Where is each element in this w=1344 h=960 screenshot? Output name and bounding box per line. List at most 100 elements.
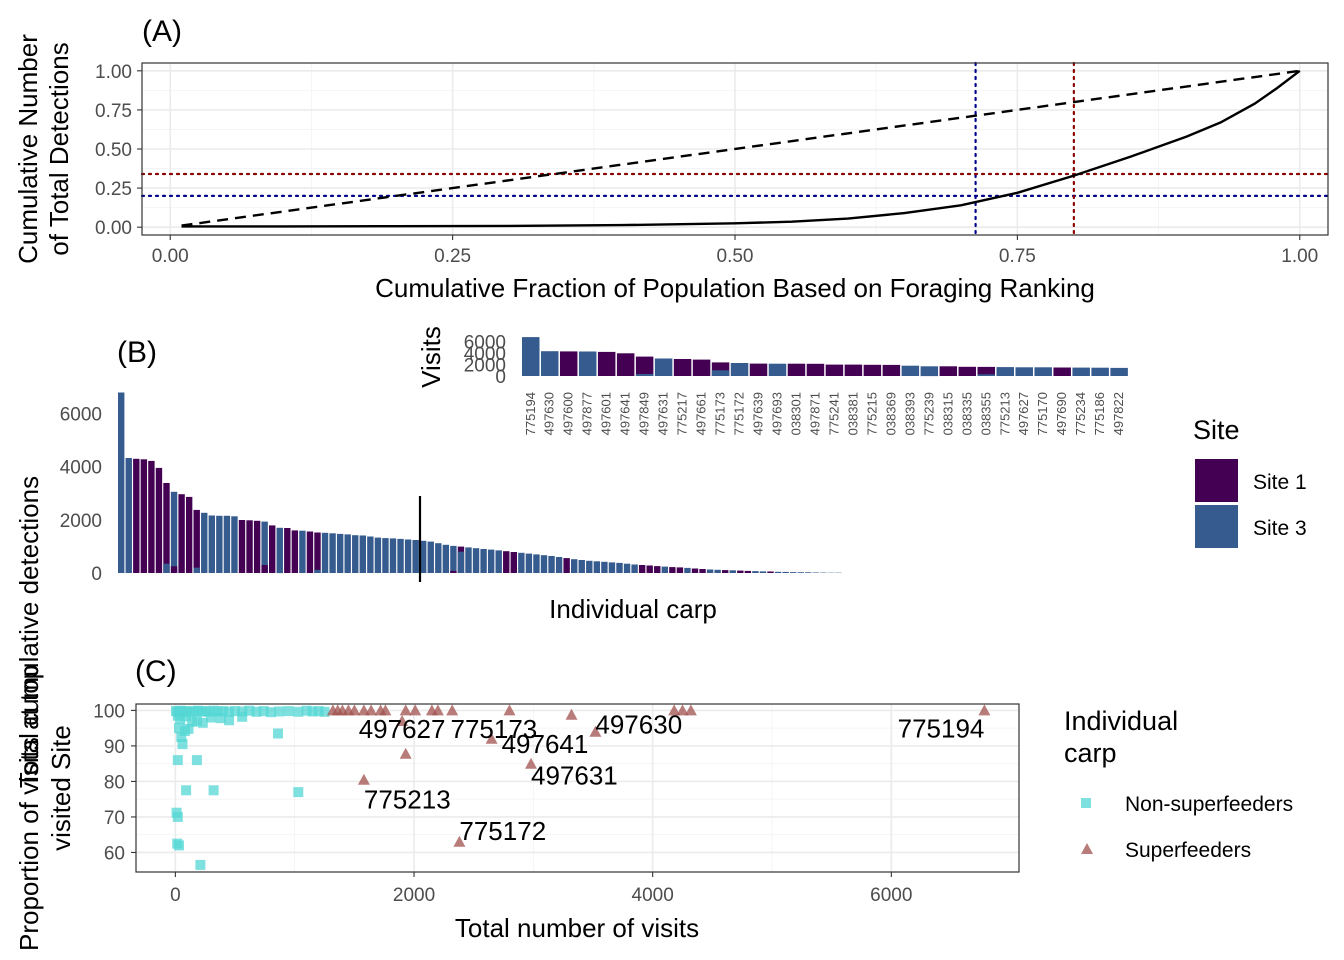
inset-bar — [939, 366, 958, 376]
panel-b-bar — [767, 571, 774, 573]
inset-bar — [1072, 367, 1090, 376]
nonsuperfeeder-point — [224, 715, 235, 726]
panel-b-bar — [261, 521, 268, 573]
panel-b-bar-overlay — [193, 567, 200, 573]
panel-a-x-tick-label: 0.75 — [999, 246, 1036, 267]
inset-bar — [768, 363, 787, 376]
panel-b-bar — [654, 566, 661, 573]
panel-b-bar-overlay — [163, 563, 170, 573]
panel-b-bar — [812, 572, 819, 573]
carp-legend-label-super: Superfeeders — [1125, 839, 1251, 862]
inset-x-tick-label: 775234 — [1073, 392, 1088, 435]
nonsuperfeeder-point — [265, 707, 276, 718]
panel-b-bar — [223, 515, 231, 573]
panel-b-bars — [118, 392, 842, 574]
nonsuperfeeder-point — [273, 728, 283, 739]
inset-x-tick-label: 038355 — [978, 392, 993, 435]
panel-a-x-axis-title: Cumulative Fraction of Population Based … — [375, 273, 1095, 303]
panel-b-bar — [329, 533, 336, 573]
nonsuperfeeder-point — [181, 711, 192, 722]
superfeeder-point — [978, 704, 991, 716]
superfeeder-point — [379, 704, 392, 716]
panel-c-x-tick-label: 6000 — [870, 885, 912, 906]
point-label: 775213 — [364, 785, 451, 815]
panel-b-bar — [435, 543, 442, 573]
panel-b-bar — [344, 534, 351, 573]
point-label: 775173 — [451, 714, 538, 744]
panel-b-bar — [646, 565, 653, 573]
nonsuperfeeder-point — [183, 723, 194, 734]
inset-x-tick-label: 775239 — [921, 392, 936, 435]
panel-b-bar — [404, 539, 412, 573]
panel-b-y-axis-title: Total cumulative detections — [14, 476, 44, 788]
panel-b-bar — [276, 527, 283, 574]
panel-c-y-tick-label: 80 — [104, 772, 125, 793]
panel-b-bar — [336, 533, 344, 573]
panel-b-bar — [661, 566, 668, 573]
panel-a: (A) 0.00 0.25 0.50 0.75 1.00 0.00 0.25 0.50 0.75… — [13, 15, 1330, 303]
panel-b-bar — [155, 467, 163, 573]
inset-x-tick-label: 038335 — [959, 392, 974, 435]
point-label: 775172 — [459, 816, 546, 846]
inset-bar — [673, 359, 692, 376]
panel-c-y-tick-label: 90 — [104, 737, 125, 758]
nonsuperfeeder-point — [258, 706, 269, 717]
inset-bar — [844, 364, 863, 376]
nonsuperfeeder-point — [274, 706, 285, 717]
panel-b-bar — [193, 509, 200, 573]
superfeeder-point — [399, 704, 412, 716]
nonsuperfeeder-point — [177, 739, 188, 750]
panel-b-bar — [472, 548, 480, 573]
panel-b-y-tick-label: 6000 — [60, 404, 102, 425]
inset-bar — [749, 363, 768, 376]
inset-bar — [540, 351, 559, 376]
panel-b-bar — [412, 540, 419, 573]
inset-y-tick-label: 2000 — [464, 356, 506, 377]
panel-b-bar — [487, 549, 495, 573]
panel-b-bar — [306, 531, 314, 573]
panel-b-bar — [669, 567, 676, 573]
nonsuperfeeder-point — [181, 785, 192, 796]
panel-a-x-tick-label: 1.00 — [1281, 246, 1318, 267]
panel-b-bar — [774, 571, 782, 573]
panel-a-y-tick-label: 0.75 — [95, 101, 132, 122]
inset-bar — [559, 351, 578, 376]
panel-b-bar — [367, 536, 374, 573]
panel-b-y-tick-label: 4000 — [60, 458, 102, 479]
inset-x-tick-label: 497631 — [656, 392, 671, 435]
panel-b-bar — [314, 532, 321, 573]
panel-b-bar — [238, 520, 246, 573]
inset-bar — [825, 364, 844, 376]
superfeeder-point — [446, 704, 459, 716]
site-legend-swatch-site3 — [1195, 505, 1238, 548]
panel-b-bar — [382, 538, 389, 573]
site-legend-label-site3: Site 3 — [1253, 517, 1307, 540]
panel-b-bar — [608, 562, 616, 573]
carp-legend-title-line2: carp — [1064, 738, 1117, 768]
inset-bar-overlay — [635, 374, 654, 376]
superfeeder-point — [565, 708, 578, 720]
nonsuperfeeder-point — [197, 717, 208, 728]
panel-b-bar — [563, 558, 570, 573]
panel-a-x-tick-label: 0.00 — [152, 246, 189, 267]
superfeeder-point — [409, 704, 422, 716]
inset-x-tick-label: 497877 — [580, 392, 595, 435]
inset-y-axis-title: Visits — [416, 326, 446, 388]
superfeeder-point — [396, 715, 409, 726]
panel-b-bar — [555, 557, 563, 573]
inset-bar — [616, 353, 635, 376]
nonsuperfeeder-point — [172, 755, 183, 766]
panel-b-bar — [231, 516, 238, 573]
panel-b-bar — [284, 528, 291, 573]
panel-b-bar — [480, 549, 487, 573]
panel-a-x-tick-label: 0.50 — [717, 246, 754, 267]
panel-b-bar — [125, 458, 132, 573]
inset-bar — [635, 356, 654, 376]
panel-b-bar — [450, 545, 457, 573]
nonsuperfeeder-point — [307, 706, 318, 717]
panel-b-bar — [427, 541, 434, 573]
panel-a-tag: (A) — [142, 15, 182, 48]
